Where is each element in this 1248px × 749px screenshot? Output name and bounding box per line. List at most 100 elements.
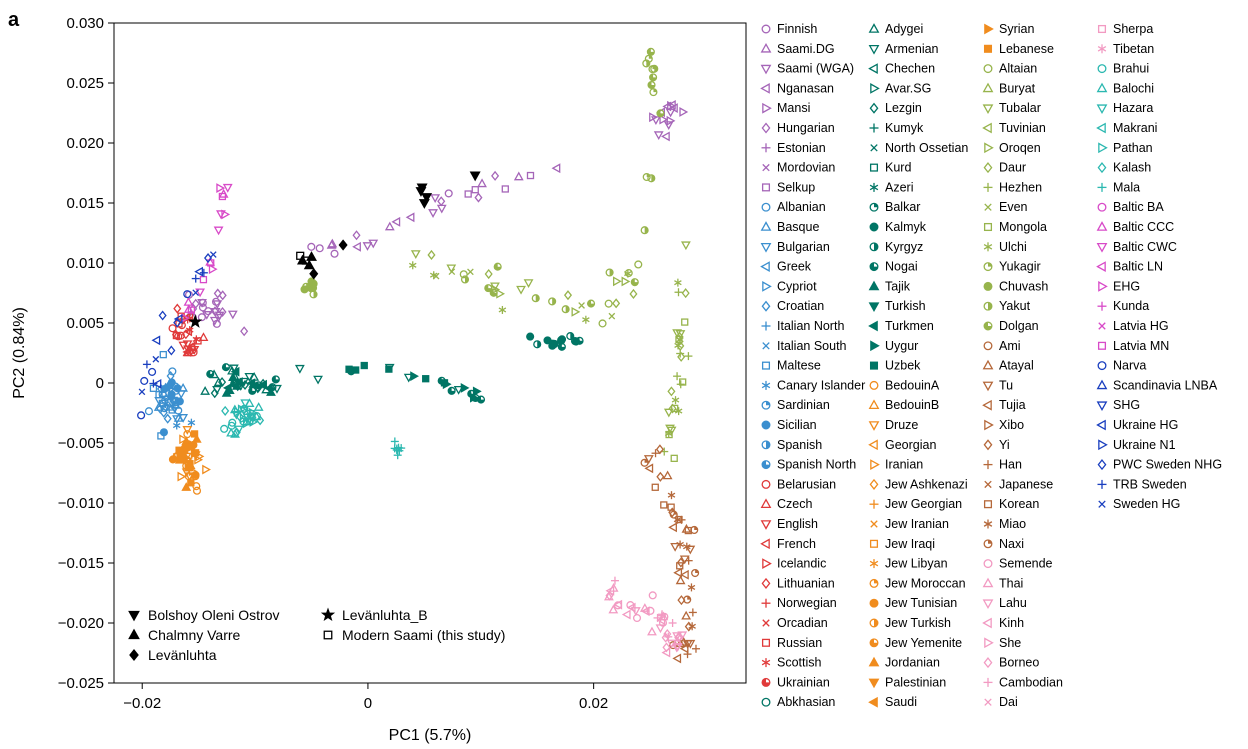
data-point <box>173 314 183 324</box>
data-point <box>222 183 233 193</box>
data-point <box>240 326 249 337</box>
legend-item: SHG <box>1096 398 1140 412</box>
ancient-point <box>296 251 305 260</box>
legend-marker <box>982 122 992 134</box>
data-point <box>142 360 151 369</box>
data-point <box>163 413 172 424</box>
data-point <box>630 607 641 616</box>
legend-label: Han <box>999 458 1022 472</box>
population-legend: Finnish Saami.DG Saami (WGA) Nganasan Mansi H… <box>760 22 1222 709</box>
data-point <box>655 624 666 634</box>
data-point <box>656 471 665 482</box>
legend-marker <box>983 64 993 74</box>
legend-label: Icelandic <box>777 557 826 571</box>
data-point <box>681 318 689 326</box>
data-point <box>644 463 654 474</box>
legend-marker <box>984 698 992 706</box>
legend-marker <box>869 102 879 114</box>
data-point <box>674 278 682 287</box>
data-point <box>239 413 249 424</box>
data-point <box>621 276 631 287</box>
data-point <box>672 653 682 664</box>
legend-marker <box>1096 379 1108 390</box>
legend-marker <box>982 599 994 610</box>
legend-item: Basque <box>760 220 819 234</box>
data-point <box>674 632 683 643</box>
ancient-point <box>309 268 319 280</box>
data-point <box>213 377 224 386</box>
data-point <box>677 351 686 362</box>
data-points <box>137 47 700 664</box>
data-point <box>221 209 231 220</box>
legend-marker <box>984 203 992 211</box>
legend-item: Avar.SG <box>870 81 931 95</box>
data-point <box>571 306 581 317</box>
data-point <box>551 163 561 174</box>
legend-marker <box>1096 82 1108 93</box>
legend-marker <box>760 64 772 75</box>
y-tick-label: −0.010 <box>58 495 104 512</box>
data-point <box>650 116 661 126</box>
legend-marker <box>1097 24 1107 34</box>
legend-item: Albanian <box>761 200 826 214</box>
data-point <box>384 221 395 231</box>
ancient-legend-item: Modern Saami (this study) <box>323 627 505 643</box>
data-point <box>655 444 664 455</box>
legend-marker <box>761 321 771 331</box>
data-point <box>673 567 683 578</box>
data-point <box>666 426 677 436</box>
data-point <box>212 300 223 310</box>
legend-marker <box>761 183 771 192</box>
ancient-point <box>469 171 481 182</box>
legend-item: Latvia HG <box>1098 319 1169 333</box>
legend-marker <box>761 202 771 212</box>
legend-label: Chuvash <box>999 279 1048 293</box>
legend-label: Belarusian <box>777 477 836 491</box>
data-point <box>171 397 179 405</box>
legend-label: Kalmyk <box>885 220 927 234</box>
legend-item: Bulgarian <box>760 240 830 254</box>
data-point <box>327 238 338 248</box>
data-point <box>194 454 204 465</box>
data-point <box>683 542 691 551</box>
legend-item: Sweden HG <box>1098 497 1180 511</box>
legend-label: Hazara <box>1113 101 1153 115</box>
data-point <box>428 209 438 218</box>
legend-label: Kunda <box>1113 299 1149 313</box>
data-point <box>659 114 669 125</box>
legend-marker <box>762 342 770 350</box>
ancient-legend-label: Chalmny Varre <box>148 627 241 643</box>
legend-marker <box>1096 242 1108 253</box>
legend-marker <box>760 242 772 253</box>
data-point <box>209 316 220 326</box>
data-point <box>667 100 676 110</box>
data-point <box>493 262 502 271</box>
legend-label: Atayal <box>999 359 1034 373</box>
legend-item: Georgian <box>868 438 936 452</box>
data-point <box>668 618 677 627</box>
legend-item: PWC Sweden NHG <box>1097 458 1222 472</box>
legend-marker <box>869 539 879 548</box>
data-point <box>679 643 689 654</box>
legend-marker <box>760 42 772 53</box>
legend-label: Latvia HG <box>1113 319 1169 333</box>
data-point <box>639 603 650 612</box>
legend-marker <box>761 440 771 450</box>
legend-marker <box>1097 162 1107 174</box>
legend-label: Tuvinian <box>999 121 1046 135</box>
legend-label: Scandinavia LNBA <box>1113 378 1218 392</box>
legend-item: Jordanian <box>868 656 940 670</box>
legend-item: Lezgin <box>869 101 922 115</box>
data-point <box>169 404 180 414</box>
data-point <box>679 555 690 565</box>
legend-label: Albanian <box>777 200 826 214</box>
legend-marker <box>868 45 880 55</box>
legend-marker <box>1097 459 1107 471</box>
data-point <box>177 471 187 482</box>
data-point <box>647 80 656 90</box>
legend-marker <box>983 301 993 311</box>
legend-label: Dai <box>999 695 1018 709</box>
data-point <box>471 186 479 194</box>
legend-label: Italian North <box>777 319 844 333</box>
data-point <box>253 402 264 411</box>
